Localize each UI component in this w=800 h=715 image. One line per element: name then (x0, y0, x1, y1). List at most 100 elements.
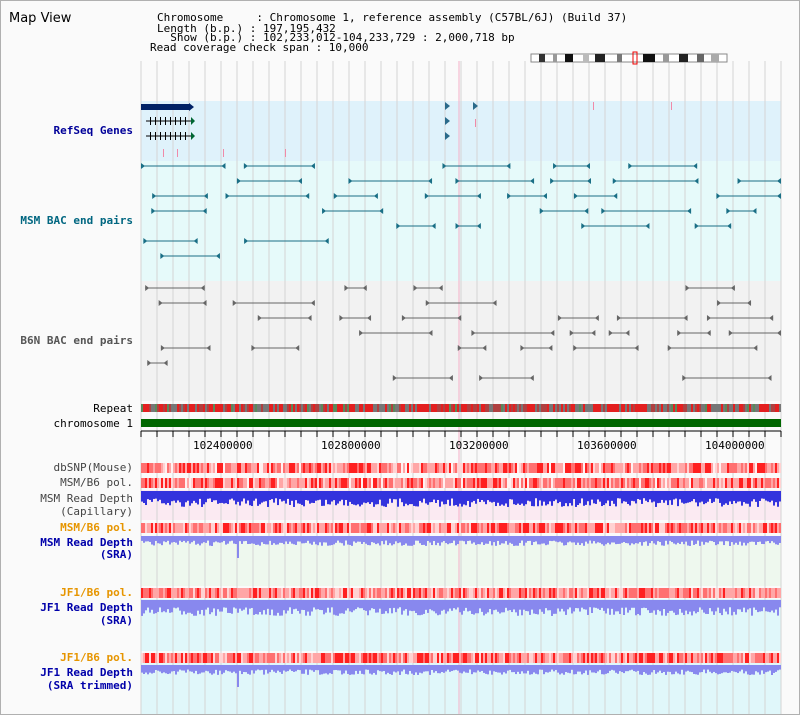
repeat-segment (381, 404, 383, 412)
read-depth-bar (199, 491, 201, 499)
read-depth-bar (239, 600, 241, 609)
read-depth-bar (665, 600, 667, 616)
read-depth-bar (613, 536, 615, 543)
polymorphism-cell (365, 463, 367, 473)
repeat-segment (673, 404, 675, 412)
read-depth-bar (499, 536, 501, 545)
read-depth-bar (171, 665, 173, 672)
track-label-b6n-bac[interactable]: B6N BAC end pairs (20, 334, 133, 347)
polymorphism-cell (601, 588, 603, 598)
polymorphism-cell (283, 523, 285, 533)
repeat-segment (655, 404, 657, 412)
polymorphism-cell (255, 463, 257, 473)
polymorphism-cell (599, 523, 601, 533)
read-depth-bar (231, 665, 233, 673)
read-depth-bar (455, 491, 457, 506)
polymorphism-cell (323, 588, 325, 598)
polymorphism-cell (563, 523, 565, 533)
b6n-bac-pair (163, 360, 168, 366)
polymorphism-cell (695, 523, 697, 533)
polymorphism-cell (447, 463, 449, 473)
polymorphism-cell (445, 653, 447, 663)
polymorphism-cell (499, 523, 501, 533)
read-depth-bar (509, 600, 511, 611)
polymorphism-cell (157, 523, 159, 533)
repeat-segment (769, 404, 771, 412)
read-depth-bar (335, 491, 337, 506)
read-depth-bar (539, 600, 541, 610)
polymorphism-cell (277, 588, 279, 598)
polymorphism-cell (689, 653, 691, 663)
polymorphism-cell (353, 588, 355, 598)
polymorphism-cell (235, 523, 237, 533)
polymorphism-cell (671, 653, 673, 663)
read-depth-bar (637, 536, 639, 544)
b6n-bac-pair (767, 375, 772, 381)
polymorphism-cell (409, 588, 411, 598)
track-label-refseq[interactable]: RefSeq Genes (53, 124, 133, 137)
track-label-msm-bac[interactable]: MSM BAC end pairs (20, 214, 133, 227)
polymorphism-cell (433, 523, 435, 533)
polymorphism-cell (349, 478, 351, 488)
gene-exon (150, 117, 151, 125)
polymorphism-cell (317, 463, 319, 473)
polymorphism-cell (577, 523, 579, 533)
polymorphism-cell (765, 463, 767, 473)
read-depth-bar (395, 665, 397, 673)
polymorphism-cell (429, 588, 431, 598)
polymorphism-cell (297, 523, 299, 533)
read-depth-bar (589, 491, 591, 506)
polymorphism-cell (199, 653, 201, 663)
polymorphism-cell (741, 463, 743, 473)
polymorphism-cell (215, 478, 217, 488)
read-depth-bar (265, 665, 267, 670)
read-depth-bar (373, 491, 375, 507)
polymorphism-cell (703, 463, 705, 473)
polymorphism-cell (691, 478, 693, 488)
read-depth-bar (431, 536, 433, 546)
repeat-segment (509, 404, 511, 412)
polymorphism-cell (349, 523, 351, 533)
read-depth-bar (621, 665, 623, 673)
polymorphism-cell (455, 588, 457, 598)
read-depth-bar (359, 600, 361, 609)
read-depth-bar (157, 665, 159, 671)
read-depth-bar (449, 536, 451, 544)
polymorphism-cell (723, 478, 725, 488)
polymorphism-cell (309, 523, 311, 533)
polymorphism-cell (387, 523, 389, 533)
polymorphism-cell (223, 588, 225, 598)
read-depth-bar (663, 600, 665, 610)
polymorphism-cell (661, 653, 663, 663)
repeat-segment (597, 404, 599, 412)
polymorphism-cell (585, 523, 587, 533)
b6n-bac-pair (569, 330, 574, 336)
polymorphism-cell (587, 523, 589, 533)
polymorphism-cell (317, 523, 319, 533)
polymorphism-cell (603, 653, 605, 663)
read-depth-bar (631, 665, 633, 670)
read-depth-bar (723, 536, 725, 546)
read-depth-bar (191, 600, 193, 614)
repeat-segment (319, 404, 321, 412)
read-depth-bar (767, 600, 769, 612)
polymorphism-cell (441, 463, 443, 473)
read-depth-bar (295, 536, 297, 545)
read-depth-bar (769, 536, 771, 544)
polymorphism-cell (181, 478, 183, 488)
msm-bac-pair (752, 208, 757, 214)
read-depth-bar (697, 665, 699, 675)
polymorphism-cell (421, 523, 423, 533)
read-depth-bar (179, 665, 181, 670)
polymorphism-cell (593, 588, 595, 598)
polymorphism-cell (443, 588, 445, 598)
repeat-segment (161, 404, 163, 412)
polymorphism-cell (619, 463, 621, 473)
read-depth-bar (751, 491, 753, 502)
read-depth-bar (765, 536, 767, 542)
polymorphism-cell (173, 463, 175, 473)
polymorphism-cell (173, 523, 175, 533)
polymorphism-cell (373, 463, 375, 473)
polymorphism-cell (361, 588, 363, 598)
